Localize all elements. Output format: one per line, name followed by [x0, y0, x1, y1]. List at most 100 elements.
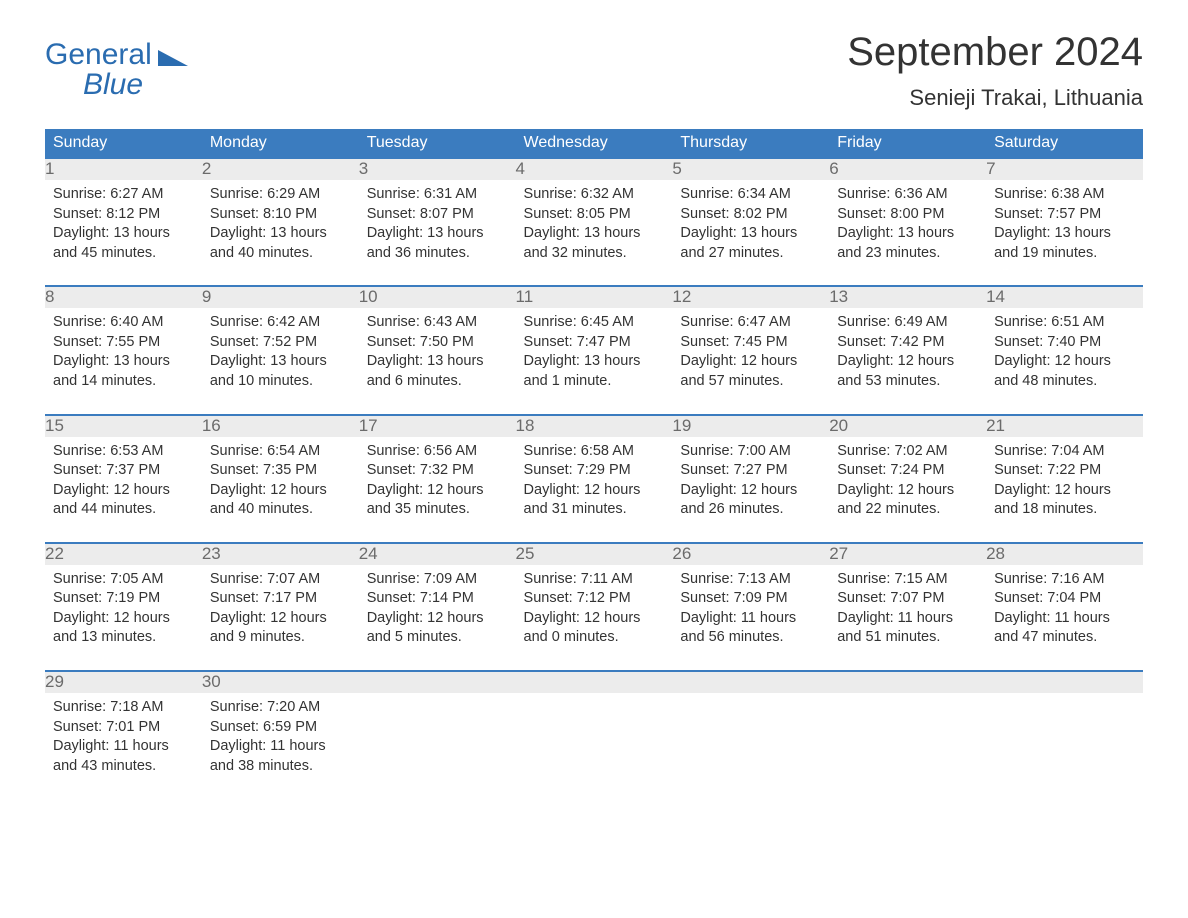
daylight-line1: Daylight: 12 hours — [367, 481, 508, 501]
sunrise-text: Sunrise: 6:53 AM — [53, 442, 194, 462]
week-body-row: Sunrise: 6:40 AMSunset: 7:55 PMDaylight:… — [45, 308, 1143, 414]
sunrise-text: Sunrise: 6:40 AM — [53, 313, 194, 333]
sunset-text: Sunset: 7:04 PM — [994, 589, 1135, 609]
sunset-text: Sunset: 8:00 PM — [837, 205, 978, 225]
day-cell: Sunrise: 7:05 AMSunset: 7:19 PMDaylight:… — [45, 565, 202, 671]
sunset-text: Sunset: 7:47 PM — [524, 333, 665, 353]
day-number: 30 — [202, 671, 359, 693]
day-cell: Sunrise: 6:58 AMSunset: 7:29 PMDaylight:… — [516, 437, 673, 543]
sunset-text: Sunset: 7:22 PM — [994, 461, 1135, 481]
day-number: 14 — [986, 286, 1143, 308]
day-number: 17 — [359, 415, 516, 437]
sunset-text: Sunset: 8:10 PM — [210, 205, 351, 225]
sunrise-text: Sunrise: 6:58 AM — [524, 442, 665, 462]
sunrise-text: Sunrise: 7:18 AM — [53, 698, 194, 718]
daylight-line1: Daylight: 13 hours — [524, 224, 665, 244]
sunrise-text: Sunrise: 6:47 AM — [680, 313, 821, 333]
daylight-line1: Daylight: 13 hours — [524, 352, 665, 372]
sunrise-text: Sunrise: 6:32 AM — [524, 185, 665, 205]
week-number-row: 891011121314 — [45, 286, 1143, 308]
daylight-line1: Daylight: 12 hours — [524, 609, 665, 629]
day-number: 8 — [45, 286, 202, 308]
sunrise-text: Sunrise: 7:02 AM — [837, 442, 978, 462]
daylight-line1: Daylight: 11 hours — [210, 737, 351, 757]
sunrise-text: Sunrise: 6:54 AM — [210, 442, 351, 462]
daylight-line2: and 5 minutes. — [367, 628, 508, 648]
daylight-line2: and 43 minutes. — [53, 757, 194, 777]
day-cell: Sunrise: 6:34 AMSunset: 8:02 PMDaylight:… — [672, 180, 829, 286]
daylight-line2: and 48 minutes. — [994, 372, 1135, 392]
day-number: 13 — [829, 286, 986, 308]
daylight-line2: and 6 minutes. — [367, 372, 508, 392]
sunrise-text: Sunrise: 7:04 AM — [994, 442, 1135, 462]
sunset-text: Sunset: 7:09 PM — [680, 589, 821, 609]
title-block: September 2024 Senieji Trakai, Lithuania — [847, 30, 1143, 111]
day-number — [359, 671, 516, 693]
sunset-text: Sunset: 8:07 PM — [367, 205, 508, 225]
day-number: 10 — [359, 286, 516, 308]
day-number: 15 — [45, 415, 202, 437]
sunset-text: Sunset: 7:17 PM — [210, 589, 351, 609]
daylight-line2: and 40 minutes. — [210, 244, 351, 264]
day-number: 3 — [359, 158, 516, 180]
daylight-line2: and 53 minutes. — [837, 372, 978, 392]
daylight-line2: and 35 minutes. — [367, 500, 508, 520]
sunrise-text: Sunrise: 7:05 AM — [53, 570, 194, 590]
month-title: September 2024 — [847, 30, 1143, 75]
sunset-text: Sunset: 7:45 PM — [680, 333, 821, 353]
weekday-header: Thursday — [672, 129, 829, 158]
day-number: 28 — [986, 543, 1143, 565]
day-cell — [672, 693, 829, 798]
day-cell: Sunrise: 6:54 AMSunset: 7:35 PMDaylight:… — [202, 437, 359, 543]
daylight-line2: and 26 minutes. — [680, 500, 821, 520]
logo-text-bottom: Blue — [45, 70, 188, 100]
logo-text-top: General — [45, 40, 152, 70]
daylight-line1: Daylight: 12 hours — [837, 352, 978, 372]
weekday-header-row: Sunday Monday Tuesday Wednesday Thursday… — [45, 129, 1143, 158]
sunset-text: Sunset: 7:37 PM — [53, 461, 194, 481]
sunset-text: Sunset: 7:57 PM — [994, 205, 1135, 225]
daylight-line1: Daylight: 13 hours — [680, 224, 821, 244]
daylight-line2: and 51 minutes. — [837, 628, 978, 648]
day-number: 21 — [986, 415, 1143, 437]
day-number: 29 — [45, 671, 202, 693]
location: Senieji Trakai, Lithuania — [847, 85, 1143, 111]
day-number: 7 — [986, 158, 1143, 180]
week-body-row: Sunrise: 6:53 AMSunset: 7:37 PM Daylight:… — [45, 437, 1143, 543]
daylight-line1: Daylight: 12 hours — [210, 609, 351, 629]
daylight-line2: and 56 minutes. — [680, 628, 821, 648]
day-cell: Sunrise: 6:42 AMSunset: 7:52 PMDaylight:… — [202, 308, 359, 414]
daylight-line2: and 14 minutes. — [53, 372, 194, 392]
sunset-text: Sunset: 7:07 PM — [837, 589, 978, 609]
weekday-header: Monday — [202, 129, 359, 158]
day-number: 26 — [672, 543, 829, 565]
day-cell: Sunrise: 7:00 AMSunset: 7:27 PMDaylight:… — [672, 437, 829, 543]
sunrise-text: Sunrise: 7:15 AM — [837, 570, 978, 590]
sunrise-text: Sunrise: 6:38 AM — [994, 185, 1135, 205]
daylight-line2: and 45 minutes. — [53, 244, 194, 264]
sunrise-text: Sunrise: 7:13 AM — [680, 570, 821, 590]
sunset-text: Sunset: 7:40 PM — [994, 333, 1135, 353]
sunset-text: Sunset: 7:35 PM — [210, 461, 351, 481]
sunset-text: Sunset: 7:27 PM — [680, 461, 821, 481]
sunrise-text: Sunrise: 7:09 AM — [367, 570, 508, 590]
day-number: 22 — [45, 543, 202, 565]
sunrise-text: Sunrise: 7:00 AM — [680, 442, 821, 462]
day-cell: Sunrise: 6:51 AMSunset: 7:40 PMDaylight:… — [986, 308, 1143, 414]
day-cell: Sunrise: 7:13 AMSunset: 7:09 PMDaylight:… — [672, 565, 829, 671]
sunset-text: Sunset: 7:01 PM — [53, 718, 194, 738]
day-number — [672, 671, 829, 693]
sunrise-text: Sunrise: 6:43 AM — [367, 313, 508, 333]
day-number — [986, 671, 1143, 693]
sunrise-text: Sunrise: 7:11 AM — [524, 570, 665, 590]
daylight-line1: Daylight: 12 hours — [680, 352, 821, 372]
day-cell: Sunrise: 6:27 AMSunset: 8:12 PMDaylight:… — [45, 180, 202, 286]
day-number: 16 — [202, 415, 359, 437]
sunrise-text: Sunrise: 7:20 AM — [210, 698, 351, 718]
day-cell: Sunrise: 7:04 AMSunset: 7:22 PMDaylight:… — [986, 437, 1143, 543]
daylight-line1: Daylight: 13 hours — [53, 352, 194, 372]
daylight-line1: Daylight: 12 hours — [53, 609, 194, 629]
day-number: 25 — [516, 543, 673, 565]
daylight-line2: and 44 minutes. — [53, 500, 194, 520]
header: General Blue September 2024 Senieji Trak… — [45, 30, 1143, 111]
